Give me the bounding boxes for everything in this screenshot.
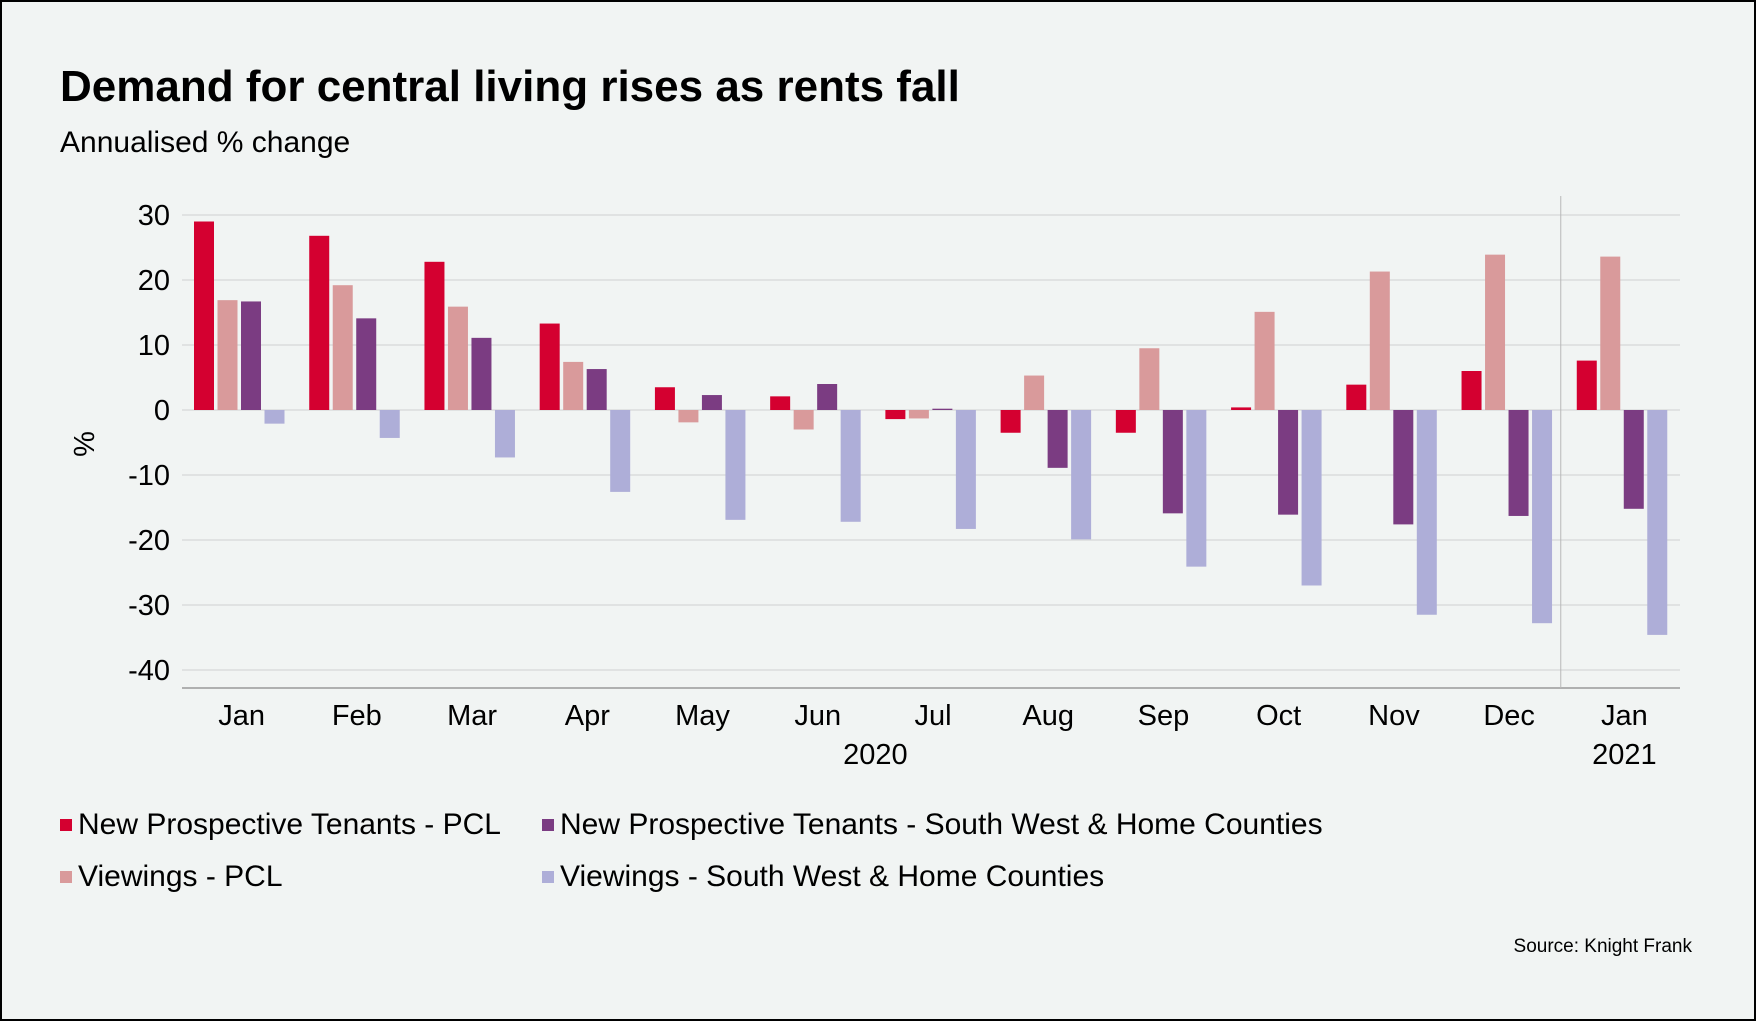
bar-npt-pcl bbox=[1346, 384, 1367, 410]
legend: New Prospective Tenants - PCL New Prospe… bbox=[60, 808, 1560, 928]
bar-npt-pcl bbox=[770, 396, 791, 410]
bar-npt-swhc bbox=[1278, 410, 1299, 515]
x-tick-label: Feb bbox=[332, 700, 382, 732]
bar-npt-pcl bbox=[194, 221, 214, 410]
bar-npt-swhc bbox=[1623, 410, 1644, 509]
x-tick-label: Jan bbox=[1601, 700, 1648, 732]
bar-npt-pcl bbox=[885, 410, 906, 420]
bar-npt-swhc bbox=[471, 337, 492, 410]
bar-npt-swhc bbox=[1162, 410, 1183, 514]
y-tick-label: 0 bbox=[154, 395, 170, 427]
bar-viewings-swhc bbox=[1647, 410, 1668, 635]
bar-viewings-swhc bbox=[1532, 410, 1553, 624]
bar-npt-pcl bbox=[309, 235, 330, 410]
x-tick-label: Oct bbox=[1256, 700, 1301, 732]
source-note: Source: Knight Frank bbox=[1513, 936, 1692, 957]
bar-npt-pcl bbox=[1115, 410, 1136, 433]
legend-item-viewings-swhc: Viewings - South West & Home Counties bbox=[542, 860, 1104, 894]
x-tick-label: Apr bbox=[565, 700, 610, 732]
bar-viewings-swhc bbox=[1301, 410, 1322, 586]
year-label: 2020 bbox=[843, 739, 908, 771]
bar-viewings-pcl bbox=[563, 361, 584, 410]
legend-label: New Prospective Tenants - South West & H… bbox=[560, 808, 1323, 841]
bar-viewings-pcl bbox=[908, 410, 929, 419]
y-tick-label: -30 bbox=[128, 590, 170, 622]
legend-item-npt-swhc: New Prospective Tenants - South West & H… bbox=[542, 808, 1323, 842]
bar-npt-pcl bbox=[424, 261, 445, 410]
y-tick-label: 30 bbox=[138, 200, 170, 232]
bar-viewings-swhc bbox=[1186, 410, 1207, 567]
bar-viewings-swhc bbox=[840, 410, 861, 522]
bar-npt-pcl bbox=[1576, 360, 1597, 410]
bar-viewings-pcl bbox=[332, 285, 353, 410]
x-tick-label: Jan bbox=[218, 700, 265, 732]
bar-viewings-pcl bbox=[1024, 375, 1045, 410]
x-tick-label: Dec bbox=[1483, 700, 1535, 732]
y-tick-label: 20 bbox=[138, 265, 170, 297]
bar-viewings-pcl bbox=[793, 410, 814, 430]
chart-subtitle: Annualised % change bbox=[60, 126, 351, 159]
y-tick-label: -10 bbox=[128, 460, 170, 492]
bars bbox=[194, 221, 1668, 635]
legend-item-viewings-pcl: Viewings - PCL bbox=[60, 860, 283, 894]
bar-npt-swhc bbox=[586, 369, 607, 410]
x-tick-label: Sep bbox=[1138, 700, 1190, 732]
bar-npt-swhc bbox=[1508, 410, 1529, 516]
x-tick-label: Mar bbox=[447, 700, 497, 732]
bar-npt-pcl bbox=[654, 387, 675, 410]
year-label: 2021 bbox=[1592, 739, 1657, 771]
gridlines bbox=[182, 214, 1680, 671]
bar-npt-pcl bbox=[539, 323, 560, 410]
bar-npt-swhc bbox=[356, 318, 377, 410]
legend-item-npt-pcl: New Prospective Tenants - PCL bbox=[60, 808, 501, 842]
legend-swatch bbox=[60, 871, 72, 883]
bar-npt-pcl bbox=[1461, 371, 1482, 410]
bar-viewings-swhc bbox=[494, 410, 515, 458]
y-tick-label: -40 bbox=[128, 655, 170, 687]
bar-viewings-swhc bbox=[379, 410, 400, 438]
bar-viewings-swhc bbox=[725, 410, 746, 520]
bar-viewings-swhc bbox=[1416, 410, 1437, 615]
legend-swatch bbox=[542, 871, 554, 883]
bar-viewings-pcl bbox=[1369, 271, 1390, 410]
bar-viewings-pcl bbox=[1254, 311, 1275, 410]
bar-viewings-pcl bbox=[1600, 256, 1621, 410]
bar-npt-swhc bbox=[1047, 410, 1068, 468]
bar-viewings-swhc bbox=[610, 410, 631, 492]
bar-viewings-swhc bbox=[955, 410, 976, 529]
bar-viewings-pcl bbox=[1485, 254, 1506, 410]
bar-viewings-pcl bbox=[447, 306, 468, 410]
bar-viewings-pcl bbox=[217, 300, 238, 410]
bar-npt-swhc bbox=[1393, 410, 1414, 525]
x-tick-label: Jul bbox=[914, 700, 951, 732]
y-tick-label: -20 bbox=[128, 525, 170, 557]
x-tick-label: Aug bbox=[1022, 700, 1074, 732]
bar-viewings-pcl bbox=[1139, 348, 1160, 410]
legend-swatch bbox=[542, 819, 554, 831]
bar-npt-swhc bbox=[817, 384, 838, 410]
bar-npt-pcl bbox=[1231, 407, 1252, 410]
y-tick-label: 10 bbox=[138, 330, 170, 362]
legend-label: Viewings - PCL bbox=[78, 860, 283, 893]
chart-title: Demand for central living rises as rents… bbox=[60, 62, 960, 111]
legend-swatch bbox=[60, 819, 72, 831]
x-tick-label: May bbox=[675, 700, 730, 732]
bar-viewings-swhc bbox=[264, 410, 285, 424]
bar-npt-pcl bbox=[1000, 410, 1021, 433]
y-axis-label: % bbox=[69, 431, 101, 457]
axes: 30 20 10 0 -10 -20 -30 -40% Jan Feb Mar Apr May Jun Ju… bbox=[69, 196, 1680, 771]
bar-npt-swhc bbox=[701, 395, 722, 410]
x-tick-label: Nov bbox=[1368, 700, 1420, 732]
bar-viewings-pcl bbox=[678, 410, 699, 423]
x-tick-label: Jun bbox=[794, 700, 841, 732]
legend-label: Viewings - South West & Home Counties bbox=[560, 860, 1105, 893]
bar-npt-swhc bbox=[932, 408, 953, 410]
bar-npt-swhc bbox=[241, 301, 261, 410]
legend-label: New Prospective Tenants - PCL bbox=[78, 808, 501, 841]
bar-viewings-swhc bbox=[1071, 410, 1092, 540]
